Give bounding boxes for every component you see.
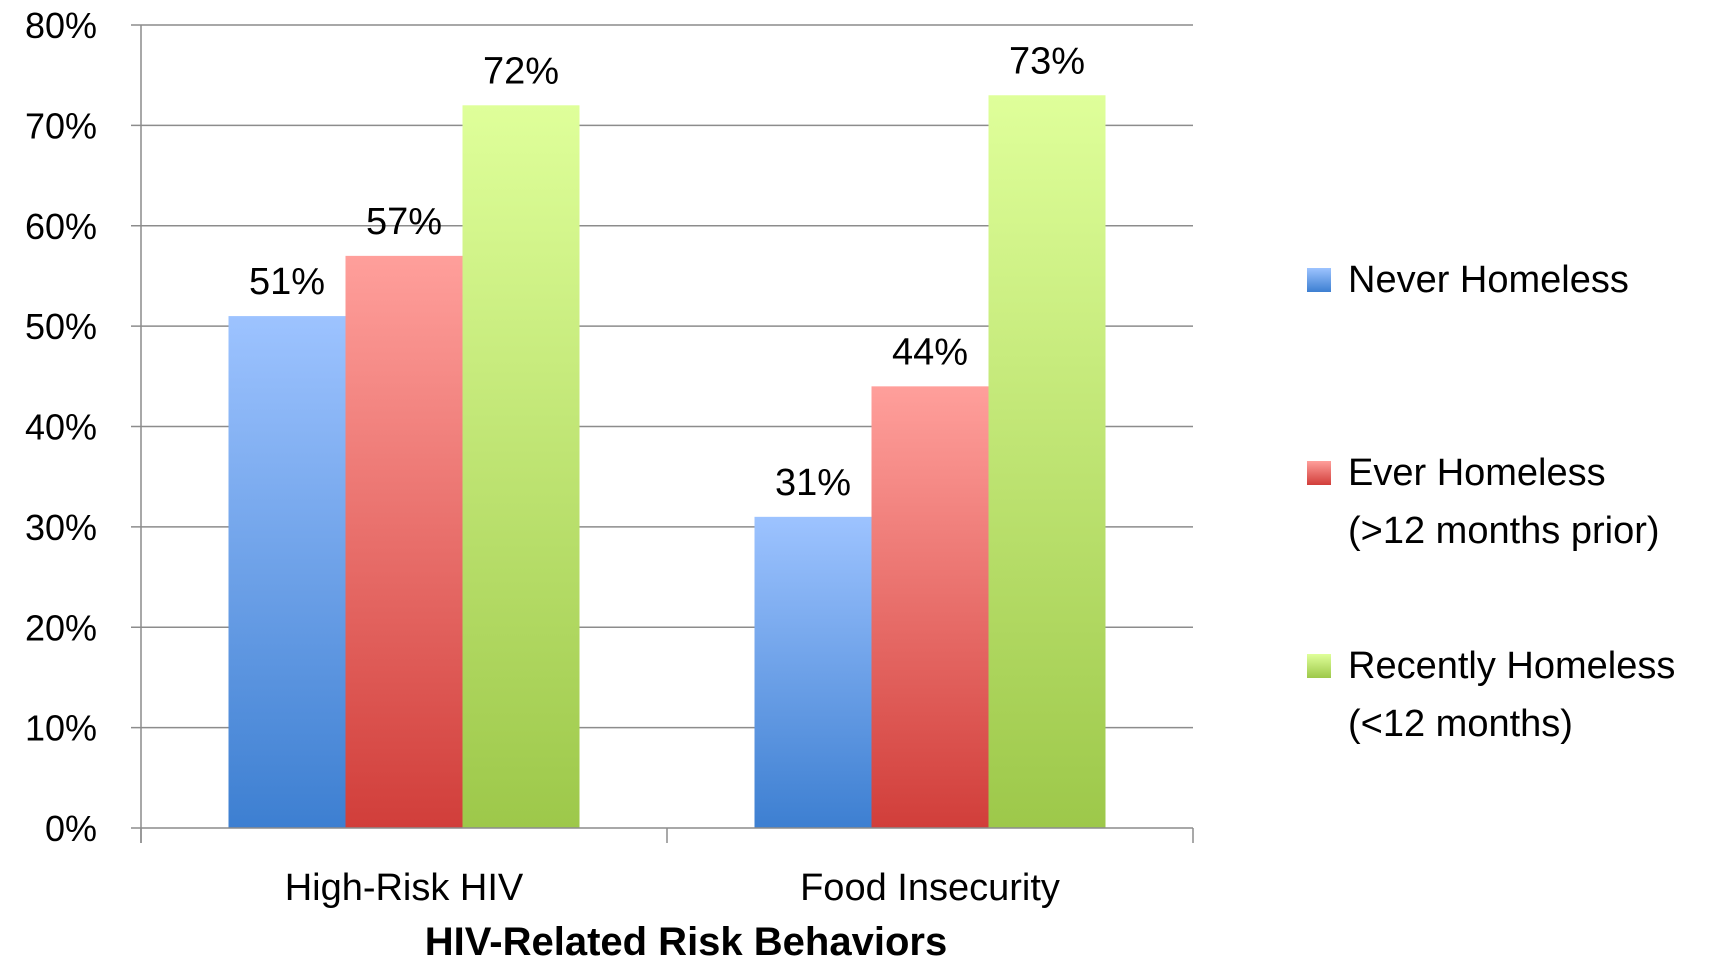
legend: Never Homeless Ever Homeless (>12 months p… [1307, 259, 1675, 745]
y-axis-ticks: 0% 10% 20% 30% 40% 50% 60% 70% 80% [25, 5, 141, 849]
x-category-label: High-Risk HIV [285, 867, 524, 909]
y-tick-label: 30% [25, 507, 97, 548]
bar [754, 516, 872, 828]
x-category-label: Food Insecurity [800, 867, 1060, 909]
legend-swatch [1307, 461, 1331, 485]
legend-item: Recently Homeless (<12 months) [1307, 645, 1675, 745]
bar [462, 105, 580, 829]
y-tick-label: 80% [25, 5, 97, 46]
x-axis-categories: High-Risk HIV Food Insecurity [285, 867, 1060, 909]
y-tick-label: 50% [25, 306, 97, 347]
data-label: 44% [892, 331, 968, 373]
data-labels: 51% 57% 72% 31% 44% 73% [249, 40, 1085, 504]
y-tick-label: 10% [25, 708, 97, 749]
data-label: 51% [249, 261, 325, 303]
legend-swatch [1307, 268, 1331, 292]
bar [345, 255, 463, 829]
legend-item: Never Homeless [1307, 259, 1629, 301]
bars [228, 95, 1106, 829]
legend-label: (<12 months) [1348, 703, 1573, 745]
data-label: 31% [775, 462, 851, 504]
legend-label: Never Homeless [1348, 259, 1629, 301]
y-tick-label: 20% [25, 607, 97, 648]
y-tick-label: 40% [25, 407, 97, 448]
legend-label: (>12 months prior) [1348, 510, 1660, 552]
bar [988, 95, 1106, 828]
bar [871, 386, 989, 828]
legend-item: Ever Homeless (>12 months prior) [1307, 452, 1660, 552]
legend-label: Ever Homeless [1348, 452, 1606, 494]
axes [140, 25, 1194, 843]
data-label: 73% [1009, 40, 1085, 82]
bar [228, 316, 346, 828]
legend-swatch [1307, 654, 1331, 678]
data-label: 72% [483, 50, 559, 92]
data-label: 57% [366, 201, 442, 243]
x-axis-title: HIV-Related Risk Behaviors [425, 920, 947, 964]
y-tick-label: 60% [25, 206, 97, 247]
y-tick-label: 0% [45, 808, 97, 849]
legend-label: Recently Homeless [1348, 645, 1675, 687]
y-tick-label: 70% [25, 105, 97, 146]
